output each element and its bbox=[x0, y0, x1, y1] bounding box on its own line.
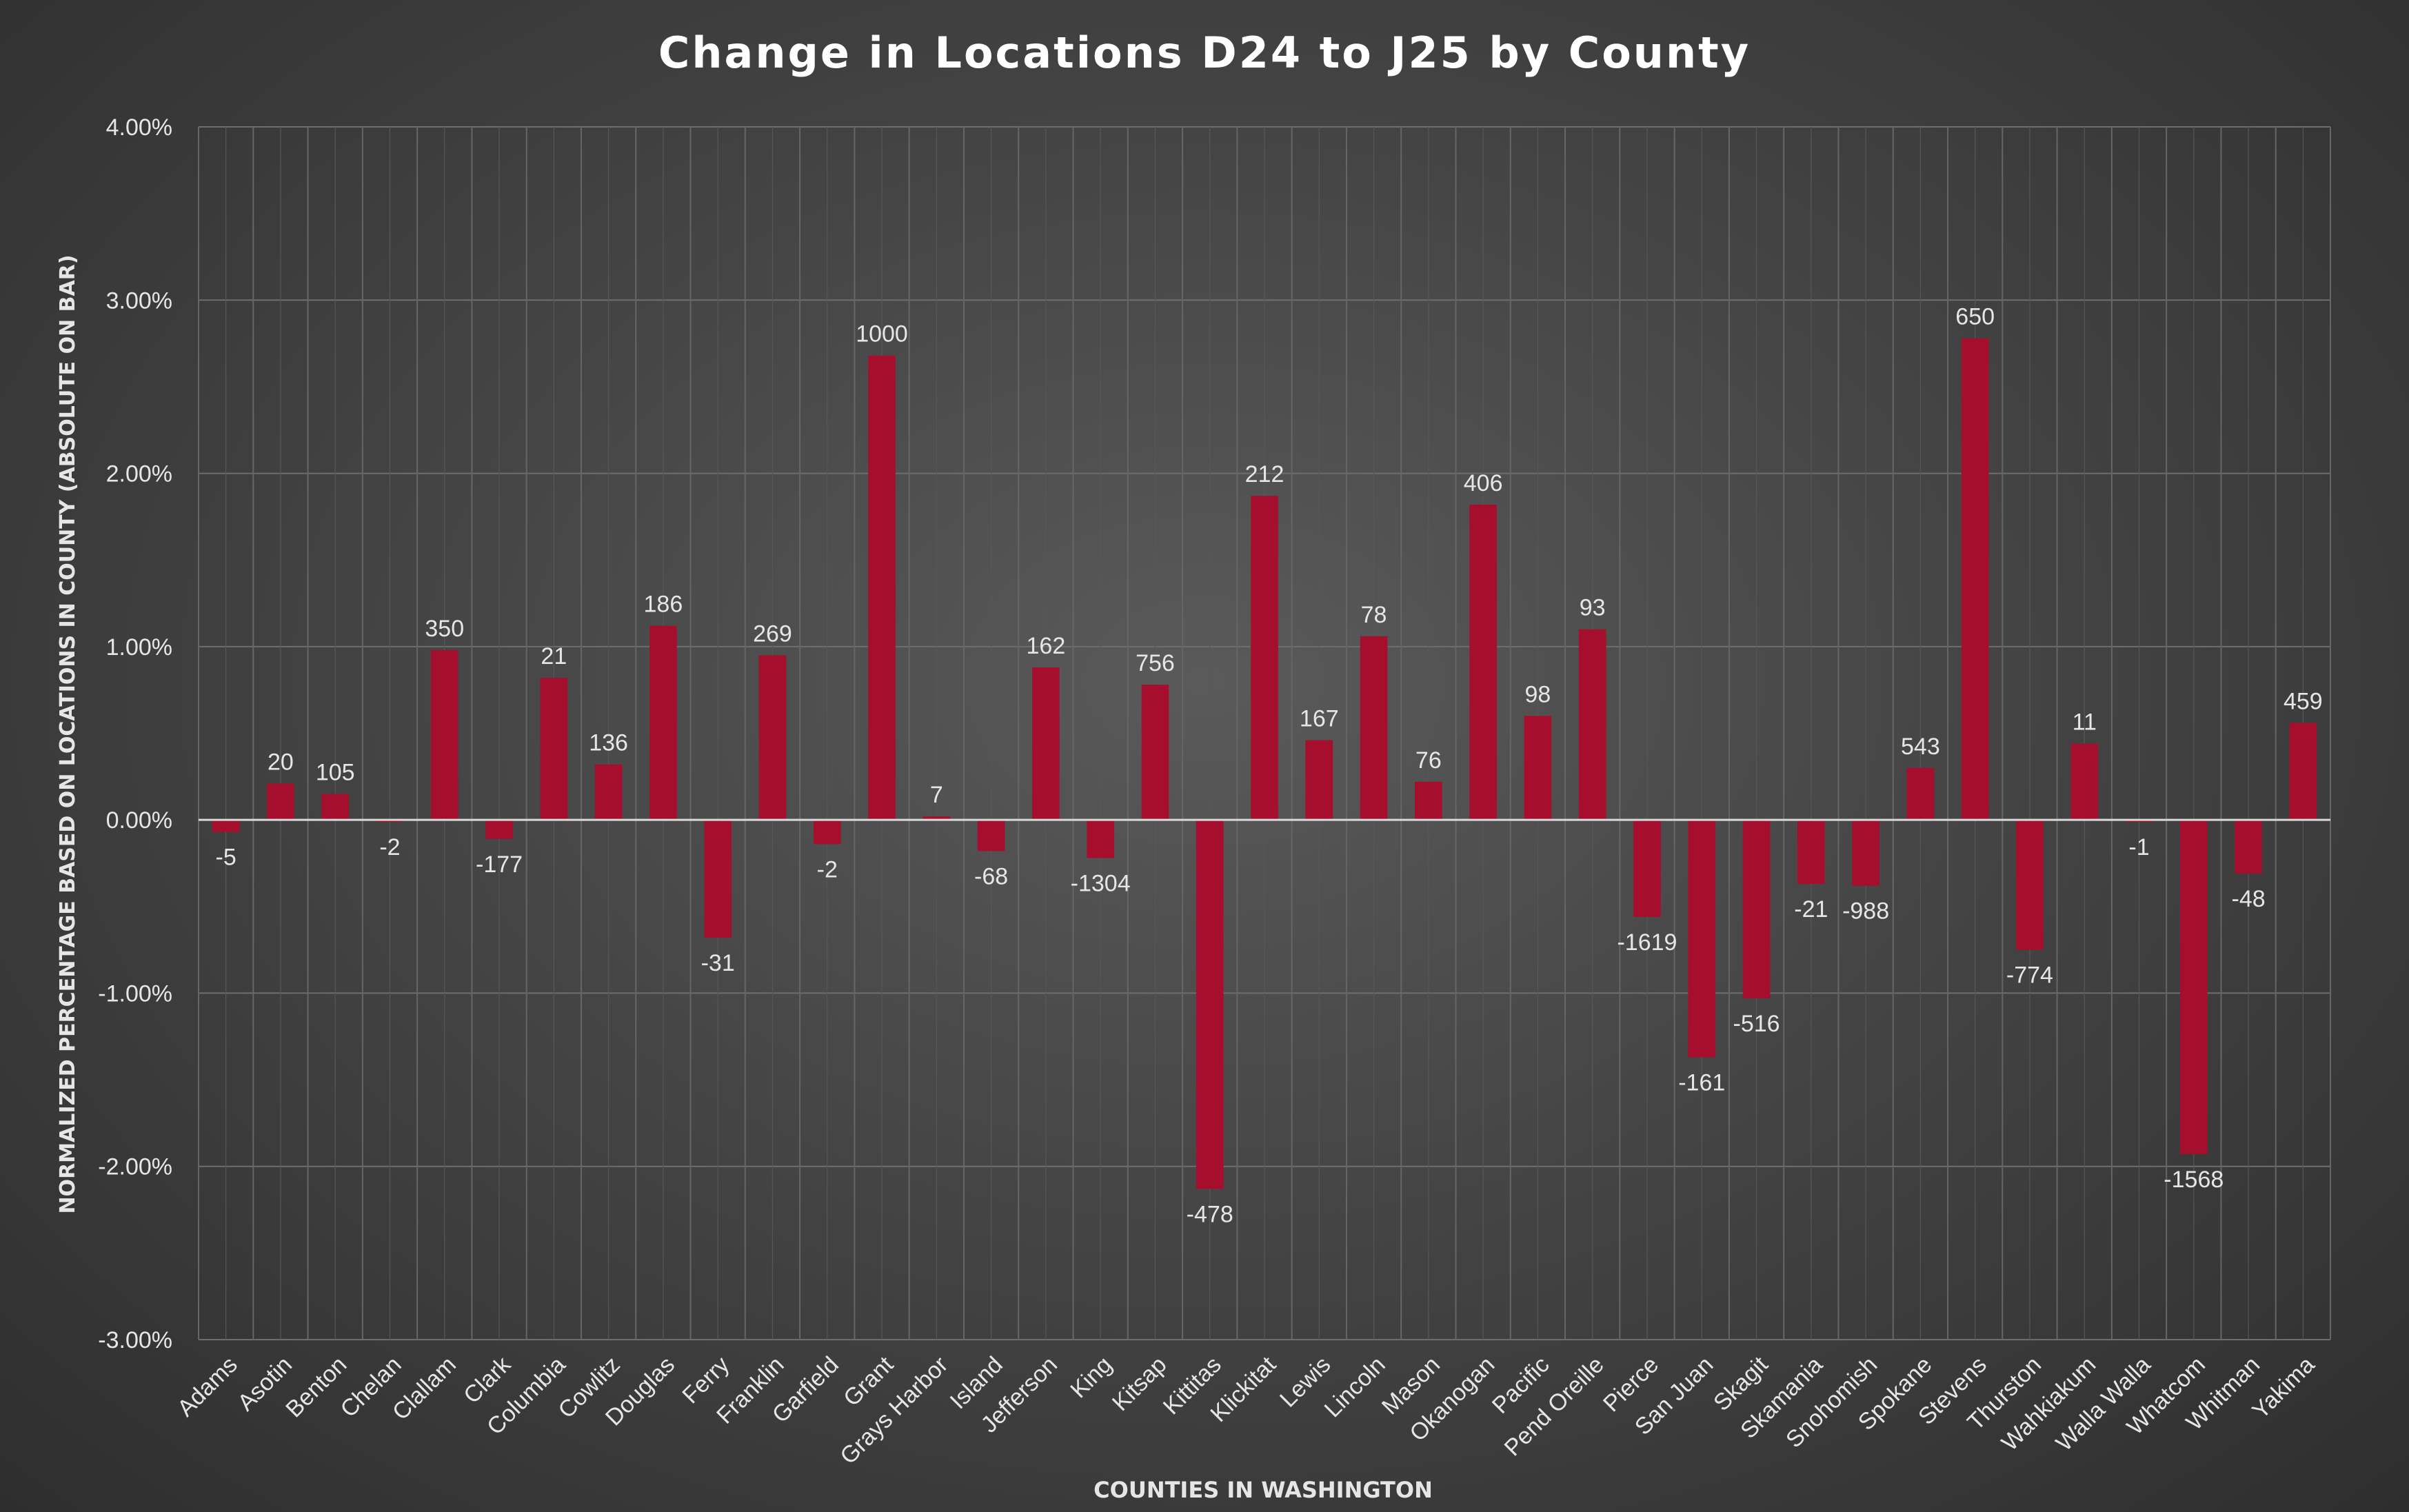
bar bbox=[1524, 716, 1552, 820]
gridlines bbox=[198, 126, 2331, 1340]
bar bbox=[1141, 685, 1169, 820]
bar bbox=[1087, 820, 1114, 858]
bar bbox=[1633, 820, 1661, 917]
bar bbox=[540, 678, 568, 820]
chart-title: Change in Locations D24 to J25 by County bbox=[658, 28, 1751, 78]
bars bbox=[212, 338, 2317, 1189]
bar bbox=[2016, 820, 2044, 950]
x-tick-label: Yakima bbox=[2247, 1351, 2319, 1424]
data-label: 162 bbox=[1027, 633, 1066, 659]
bar bbox=[704, 820, 732, 938]
data-label: 459 bbox=[2284, 688, 2323, 714]
data-label: 269 bbox=[753, 621, 792, 647]
bar bbox=[1251, 496, 1278, 820]
data-label: -774 bbox=[2006, 962, 2053, 989]
bar bbox=[1688, 820, 1716, 1058]
y-tick-label: -3.00% bbox=[98, 1327, 172, 1353]
bar bbox=[2289, 723, 2317, 820]
y-axis-ticks: -3.00% -2.00% -1.00% 0.00% 1.00% 2.00% 3.00% 4.… bbox=[98, 114, 172, 1353]
x-axis-ticks: AdamsAsotinBentonChelanClallamClarkColum… bbox=[172, 1351, 2319, 1470]
data-label: 21 bbox=[541, 643, 567, 669]
y-tick-label: 3.00% bbox=[106, 288, 172, 314]
bar bbox=[485, 820, 513, 839]
data-label: -1568 bbox=[2164, 1167, 2224, 1193]
data-label: 136 bbox=[589, 730, 628, 756]
data-label: -31 bbox=[701, 950, 735, 976]
data-label: 186 bbox=[644, 592, 683, 618]
bar bbox=[1305, 740, 1333, 820]
data-label: 543 bbox=[1901, 734, 1940, 760]
bar bbox=[1852, 820, 1879, 886]
y-tick-label: 2.00% bbox=[106, 461, 172, 487]
data-label: -161 bbox=[1678, 1069, 1725, 1096]
data-label: -21 bbox=[1794, 896, 1828, 923]
data-label: 76 bbox=[1415, 747, 1442, 774]
bar bbox=[212, 820, 240, 832]
data-label: -5 bbox=[216, 845, 236, 871]
bar bbox=[649, 625, 677, 820]
bar bbox=[868, 355, 896, 820]
bar bbox=[267, 783, 294, 820]
data-label: -516 bbox=[1733, 1011, 1780, 1037]
data-label: 78 bbox=[1361, 602, 1387, 628]
bar bbox=[923, 816, 951, 820]
data-label: -48 bbox=[2232, 886, 2266, 912]
y-tick-label: -1.00% bbox=[98, 980, 172, 1007]
bar bbox=[758, 655, 787, 820]
bar bbox=[1032, 667, 1060, 820]
data-label: 350 bbox=[425, 616, 464, 642]
y-tick-label: 4.00% bbox=[106, 114, 172, 141]
bar bbox=[1742, 820, 1771, 998]
bar bbox=[1415, 781, 1442, 820]
bar bbox=[813, 820, 841, 845]
bar bbox=[1469, 504, 1497, 820]
bar bbox=[2179, 820, 2208, 1155]
data-label: -1619 bbox=[1617, 929, 1677, 956]
data-label: 11 bbox=[2073, 709, 2097, 736]
y-tick-label: 0.00% bbox=[106, 807, 172, 834]
bar bbox=[2070, 743, 2099, 820]
data-label: -177 bbox=[476, 851, 523, 878]
bar bbox=[1360, 636, 1388, 820]
bar bbox=[1578, 629, 1606, 820]
data-label: 167 bbox=[1300, 706, 1339, 732]
y-tick-label: 1.00% bbox=[106, 634, 172, 661]
data-label: -68 bbox=[974, 863, 1008, 889]
data-label: -1304 bbox=[1071, 870, 1131, 896]
data-label: -2 bbox=[817, 856, 838, 883]
data-label: -2 bbox=[379, 834, 400, 860]
data-label: 98 bbox=[1524, 681, 1551, 707]
data-label: 650 bbox=[1955, 304, 1995, 330]
data-label: 406 bbox=[1464, 470, 1503, 496]
data-label: 20 bbox=[268, 749, 294, 775]
bar bbox=[321, 794, 350, 820]
data-label: 1000 bbox=[856, 321, 908, 347]
data-label: -1 bbox=[2128, 834, 2149, 860]
x-tick-label: Adams bbox=[172, 1351, 243, 1422]
x-tick-label: Kitsap bbox=[1107, 1351, 1172, 1416]
data-label: 212 bbox=[1245, 461, 1284, 487]
x-tick-label: Benton bbox=[281, 1351, 352, 1422]
data-label: 105 bbox=[316, 759, 355, 785]
bar bbox=[977, 820, 1005, 851]
data-label: 93 bbox=[1580, 595, 1606, 621]
data-label: -478 bbox=[1187, 1201, 1233, 1227]
bar bbox=[2235, 820, 2262, 874]
bar bbox=[594, 764, 623, 820]
y-axis-title: NORMALIZED PERCENTAGE BASED ON LOCATIONS… bbox=[56, 254, 80, 1213]
x-axis-title: COUNTIES IN WASHINGTON bbox=[1093, 1477, 1433, 1503]
x-tick-label: Lincoln bbox=[1320, 1351, 1391, 1422]
y-tick-label: -2.00% bbox=[98, 1154, 172, 1180]
data-labels: -5 20 105 -2 350 -177 21 136 186 -31 269 -2 1000 7 -68… bbox=[216, 304, 2323, 1228]
data-label: 7 bbox=[930, 782, 943, 808]
data-label: -988 bbox=[1842, 898, 1889, 925]
bar bbox=[1797, 820, 1825, 885]
bar bbox=[1906, 767, 1935, 820]
bar bbox=[430, 649, 458, 820]
data-label: 756 bbox=[1136, 650, 1175, 676]
bar bbox=[1196, 820, 1224, 1189]
bar bbox=[1961, 338, 1989, 820]
